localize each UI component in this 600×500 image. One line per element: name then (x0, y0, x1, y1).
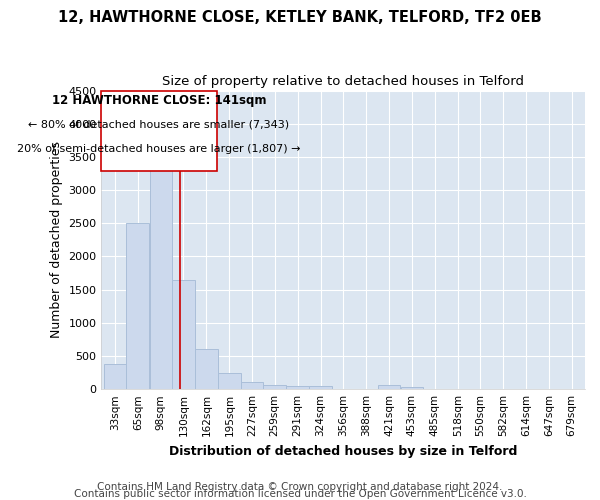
Bar (286, 386, 309, 389)
Bar (172, 280, 194, 389)
FancyBboxPatch shape (101, 90, 217, 171)
Title: Size of property relative to detached houses in Telford: Size of property relative to detached ho… (162, 75, 524, 88)
Text: 12, HAWTHORNE CLOSE, KETLEY BANK, TELFORD, TF2 0EB: 12, HAWTHORNE CLOSE, KETLEY BANK, TELFOR… (58, 10, 542, 25)
Text: 12 HAWTHORNE CLOSE: 141sqm: 12 HAWTHORNE CLOSE: 141sqm (52, 94, 266, 107)
Bar (241, 382, 263, 389)
Text: 20% of semi-detached houses are larger (1,807) →: 20% of semi-detached houses are larger (… (17, 144, 301, 154)
Text: Contains HM Land Registry data © Crown copyright and database right 2024.: Contains HM Land Registry data © Crown c… (97, 482, 503, 492)
Text: ← 80% of detached houses are smaller (7,343): ← 80% of detached houses are smaller (7,… (28, 120, 290, 130)
Bar (149, 140, 172, 389)
X-axis label: Distribution of detached houses by size in Telford: Distribution of detached houses by size … (169, 444, 517, 458)
Bar (401, 386, 423, 389)
Y-axis label: Number of detached properties: Number of detached properties (50, 142, 63, 338)
Bar (104, 364, 126, 389)
Bar (263, 385, 286, 389)
Bar (195, 350, 218, 389)
Bar (126, 224, 149, 389)
Bar (378, 385, 400, 389)
Text: Contains public sector information licensed under the Open Government Licence v3: Contains public sector information licen… (74, 489, 526, 499)
Bar (218, 374, 241, 389)
Bar (310, 386, 332, 389)
